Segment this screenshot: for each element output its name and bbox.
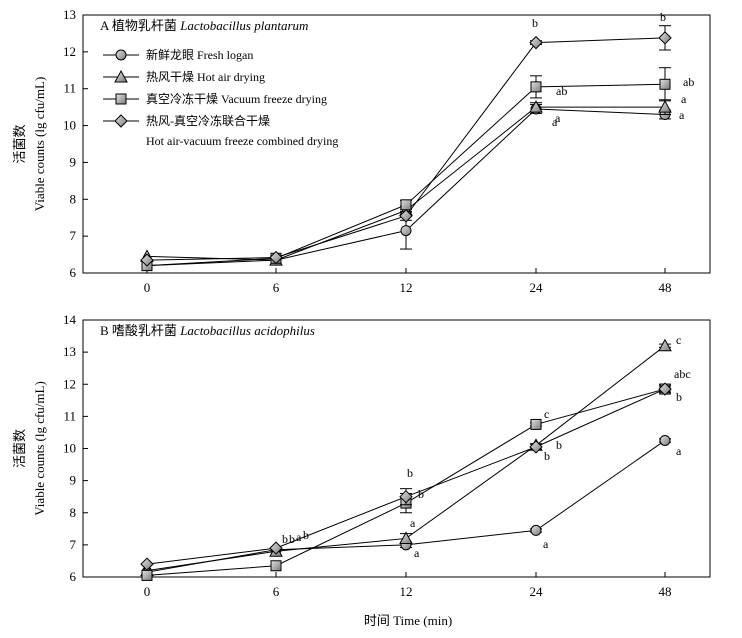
legend-marker xyxy=(116,94,126,104)
legend-marker xyxy=(115,115,127,127)
significance-label: b xyxy=(303,528,309,542)
x-tick-label: 12 xyxy=(400,280,413,295)
panel-title: B 嗜酸乳杆菌 Lactobacillus acidophilus xyxy=(100,323,315,338)
y-tick-label: 11 xyxy=(63,408,76,423)
y-axis-title-cn: 活菌数 xyxy=(12,429,27,468)
y-tick-label: 13 xyxy=(63,344,76,359)
y-tick-label: 7 xyxy=(70,537,77,552)
significance-label: b xyxy=(544,449,550,463)
panel-letter: A xyxy=(100,18,112,33)
significance-label: a xyxy=(676,444,682,458)
significance-label: b xyxy=(289,532,295,546)
x-tick-label: 0 xyxy=(144,584,151,599)
data-point xyxy=(659,340,671,351)
legend-label: 热风干燥 Hot air drying xyxy=(146,70,265,84)
significance-label: c xyxy=(676,333,681,347)
panel-letter: B xyxy=(100,323,112,338)
data-point xyxy=(660,435,670,445)
significance-label: ab xyxy=(556,84,567,98)
data-point xyxy=(659,32,671,44)
legend-label: 热风-真空冷冻联合干燥 xyxy=(146,113,270,128)
y-tick-label: 6 xyxy=(70,265,77,280)
x-tick-label: 12 xyxy=(400,584,413,599)
data-point xyxy=(531,419,541,429)
significance-label: a xyxy=(681,92,687,106)
data-point xyxy=(530,441,542,453)
significance-label: b xyxy=(660,10,666,24)
x-tick-label: 24 xyxy=(530,584,544,599)
y-tick-label: 6 xyxy=(70,569,77,584)
y-axis-title: Viable counts (lg cfu/mL) xyxy=(32,77,47,212)
significance-label: a xyxy=(410,516,416,530)
significance-label: c xyxy=(544,407,549,421)
panel-title-cn: 植物乳杆菌 xyxy=(112,18,180,33)
data-point xyxy=(141,558,153,570)
y-axis-title-cn: 活菌数 xyxy=(12,124,27,163)
significance-label: b xyxy=(556,438,562,452)
figure: 6 7 8 9 10 11 12 13 0 6 12 24 48 活菌数 Viable counts (lg… xyxy=(0,0,742,633)
y-tick-label: 9 xyxy=(70,154,77,169)
chart-svg: 6 7 8 9 10 11 12 13 0 6 12 24 48 活菌数 Viable counts (lg… xyxy=(0,0,742,633)
legend-label: 真空冷冻干燥 Vacuum freeze drying xyxy=(146,91,327,106)
x-axis-title: 时间 Time (min) xyxy=(364,613,452,628)
y-tick-label: 7 xyxy=(70,228,77,243)
x-tick-label: 48 xyxy=(659,584,672,599)
y-tick-label: 13 xyxy=(63,7,76,22)
data-point xyxy=(660,79,670,89)
panel-title-cn: 嗜酸乳杆菌 xyxy=(112,323,180,338)
plot-frame xyxy=(83,320,710,577)
x-tick-label: 24 xyxy=(530,280,544,295)
x-tick-label: 48 xyxy=(659,280,672,295)
y-tick-label: 12 xyxy=(63,44,76,59)
significance-label: abc xyxy=(674,367,691,381)
data-point xyxy=(531,82,541,92)
panel-title-latin: Lactobacillus acidophilus xyxy=(179,323,315,338)
legend-label: 新鲜龙眼 Fresh logan xyxy=(146,47,253,62)
significance-label: a xyxy=(555,111,561,125)
data-point xyxy=(401,200,411,210)
data-point xyxy=(531,525,541,535)
y-tick-label: 8 xyxy=(70,505,77,520)
y-tick-label: 9 xyxy=(70,473,77,488)
y-tick-label: 10 xyxy=(63,118,76,133)
y-tick-label: 8 xyxy=(70,191,77,206)
legend-marker xyxy=(116,50,126,60)
panel-title: A 植物乳杆菌 Lactobacillus plantarum xyxy=(100,18,308,33)
x-tick-label: 0 xyxy=(144,280,151,295)
significance-label: a xyxy=(414,546,420,560)
significance-label: a xyxy=(679,108,685,122)
significance-label: a xyxy=(543,537,549,551)
y-tick-label: 14 xyxy=(63,312,77,327)
significance-label: a xyxy=(296,530,302,544)
x-tick-label: 6 xyxy=(273,280,280,295)
data-point xyxy=(401,226,411,236)
y-tick-label: 10 xyxy=(63,441,76,456)
y-tick-label: 12 xyxy=(63,376,76,391)
significance-label: b xyxy=(676,390,682,404)
y-axis-title: Viable counts (lg cfu/mL) xyxy=(32,381,47,516)
significance-label: b xyxy=(418,487,424,501)
panel-title-latin: Lactobacillus plantarum xyxy=(179,18,308,33)
x-tick-label: 6 xyxy=(273,584,280,599)
legend-label-en: Hot air-vacuum freeze combined drying xyxy=(146,134,338,148)
significance-label: ab xyxy=(683,75,694,89)
data-point xyxy=(142,570,152,580)
significance-label: b xyxy=(532,16,538,30)
y-tick-label: 11 xyxy=(63,81,76,96)
significance-label: b xyxy=(407,466,413,480)
data-point xyxy=(271,561,281,571)
data-point xyxy=(530,37,542,49)
